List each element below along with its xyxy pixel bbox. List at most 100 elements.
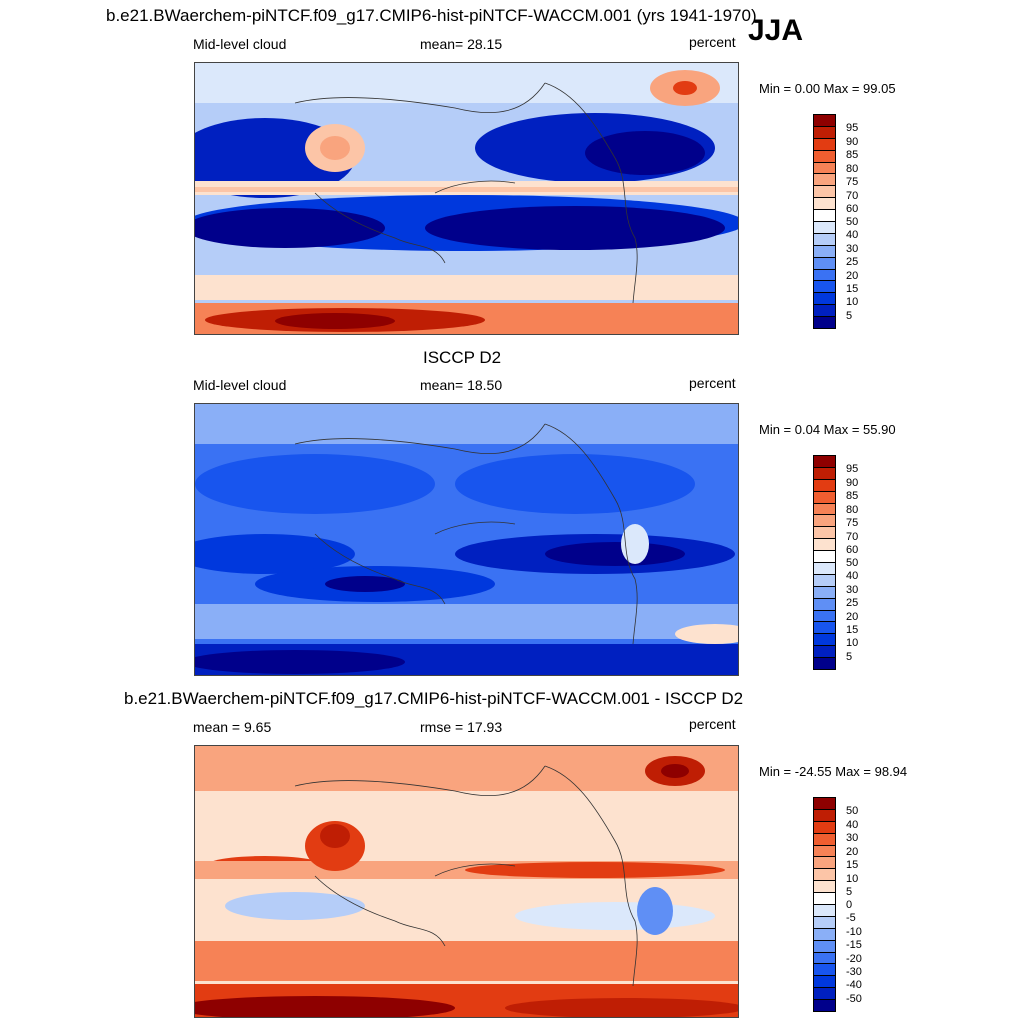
panel3-tick: 10 [846,873,859,885]
colorbar-swatch [814,467,835,480]
panel3-tick: 20 [846,846,859,858]
colorbar-swatch [814,905,835,917]
panel1-tick: 95 [846,122,859,134]
panel1-tick: 70 [846,190,859,202]
panel1-tick: 50 [846,216,859,228]
panel3-tick: 5 [846,886,853,898]
colorbar-swatch [814,456,835,468]
colorbar-swatch [814,833,835,846]
panel1-colorbar [813,114,836,329]
colorbar-swatch [814,563,835,575]
colorbar-swatch [814,269,835,282]
panel2-tick: 95 [846,463,859,475]
panel1-left-label: Mid-level cloud [193,36,287,52]
colorbar-swatch [814,115,835,127]
panel3-tick: -40 [846,979,862,991]
panel1-minmax: Min = 0.00 Max = 99.05 [759,81,896,96]
colorbar-swatch [814,964,835,977]
colorbar-swatch [814,893,835,906]
panel2-map [194,403,739,676]
colorbar-swatch [814,634,835,647]
panel2-minmax: Min = 0.04 Max = 55.90 [759,422,896,437]
colorbar-swatch [814,881,835,894]
panel3-mean: mean = 9.65 [193,719,272,735]
panel1-tick: 60 [846,203,859,215]
colorbar-swatch [814,928,835,941]
colorbar-swatch [814,527,835,540]
panel3-tick: 0 [846,899,853,911]
panel1-tick: 90 [846,136,859,148]
colorbar-swatch [814,586,835,599]
panel1-map [194,62,739,335]
panel3-colorbar [813,797,836,1012]
panel2-tick: 50 [846,557,859,569]
panel2-tick: 10 [846,637,859,649]
panel2-tick: 80 [846,504,859,516]
colorbar-swatch [814,138,835,151]
panel1-tick: 85 [846,149,859,161]
colorbar-swatch [814,503,835,516]
panel2-tick: 20 [846,611,859,623]
panel2-tick: 15 [846,624,859,636]
colorbar-swatch [814,622,835,635]
colorbar-swatch [814,610,835,623]
colorbar-swatch [814,857,835,870]
panel3-tick: 30 [846,832,859,844]
colorbar-swatch [814,646,835,659]
colorbar-swatch [814,479,835,492]
colorbar-swatch [814,976,835,989]
panel3-tick: -50 [846,993,862,1005]
colorbar-swatch [814,539,835,552]
colorbar-swatch [814,515,835,528]
panel3-tick: 50 [846,805,859,817]
colorbar-swatch [814,281,835,294]
colorbar-swatch [814,305,835,318]
panel3-rmse: rmse = 17.93 [420,719,503,735]
season-label: JJA [748,14,804,47]
colorbar-swatch [814,845,835,858]
colorbar-swatch [814,126,835,139]
panel3-tick: -10 [846,926,862,938]
panel2-tick: 75 [846,517,859,529]
panel3-tick: -15 [846,939,862,951]
panel1-units: percent [689,34,736,50]
panel3-tick: -20 [846,953,862,965]
panel2-tick: 70 [846,531,859,543]
colorbar-swatch [814,598,835,611]
panel2-tick: 25 [846,597,859,609]
colorbar-swatch [814,210,835,223]
panel1-tick: 75 [846,176,859,188]
panel2-tick: 30 [846,584,859,596]
colorbar-swatch [814,952,835,965]
colorbar-swatch [814,940,835,953]
panel1-tick: 15 [846,283,859,295]
panel2-mean: mean= 18.50 [420,377,503,393]
panel1-tick: 40 [846,229,859,241]
panel1-tick: 25 [846,256,859,268]
panel1-map-field [195,63,738,334]
panel3-units: percent [689,716,736,732]
panel3-map-field [195,746,738,1017]
colorbar-swatch [814,150,835,163]
colorbar-swatch [814,916,835,929]
panel1-mean: mean= 28.15 [420,36,503,52]
colorbar-swatch [814,988,835,1001]
panel1-tick: 80 [846,163,859,175]
panel3-tick: 15 [846,859,859,871]
panel2-tick: 40 [846,570,859,582]
colorbar-swatch [814,186,835,199]
panel1-tick: 5 [846,310,853,322]
colorbar-swatch [814,658,835,670]
colorbar-swatch [814,222,835,234]
colorbar-swatch [814,317,835,329]
colorbar-swatch [814,798,835,810]
panel3-tick: -5 [846,912,856,924]
colorbar-swatch [814,257,835,270]
panel1-title: b.e21.BWaerchem-piNTCF.f09_g17.CMIP6-his… [106,6,757,25]
panel2-tick: 90 [846,477,859,489]
panel1-tick: 10 [846,296,859,308]
panel1-tick: 30 [846,243,859,255]
panel3-tick: -30 [846,966,862,978]
panel2-map-field [195,404,738,675]
panel3-map [194,745,739,1018]
